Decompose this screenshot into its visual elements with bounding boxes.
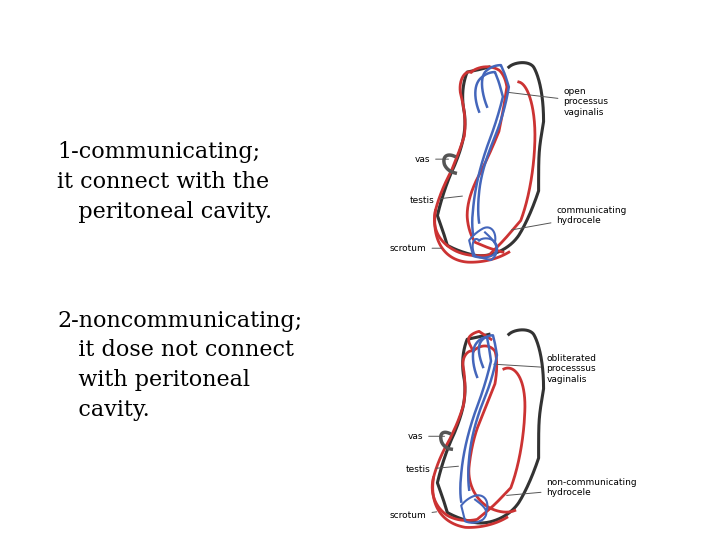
Text: with peritoneal: with peritoneal [58,369,251,391]
Text: peritoneal cavity.: peritoneal cavity. [58,201,272,222]
Text: scrotum: scrotum [390,511,436,520]
Text: vas: vas [415,154,449,164]
Text: communicating
hydrocele: communicating hydrocele [512,206,627,230]
Text: testis: testis [410,196,462,205]
Text: non-communicating
hydrocele: non-communicating hydrocele [507,478,637,497]
Text: obliterated
processsus
vaginalis: obliterated processsus vaginalis [494,354,597,384]
Text: open
processus
vaginalis: open processus vaginalis [507,87,608,117]
Text: cavity.: cavity. [58,399,150,421]
Text: it dose not connect: it dose not connect [58,339,294,361]
Text: vas: vas [408,432,444,441]
Text: testis: testis [405,465,459,475]
Text: 2-noncommunicating;: 2-noncommunicating; [58,309,302,332]
Text: it connect with the: it connect with the [58,171,269,193]
Text: scrotum: scrotum [390,244,441,253]
Text: 1-communicating;: 1-communicating; [58,141,261,163]
